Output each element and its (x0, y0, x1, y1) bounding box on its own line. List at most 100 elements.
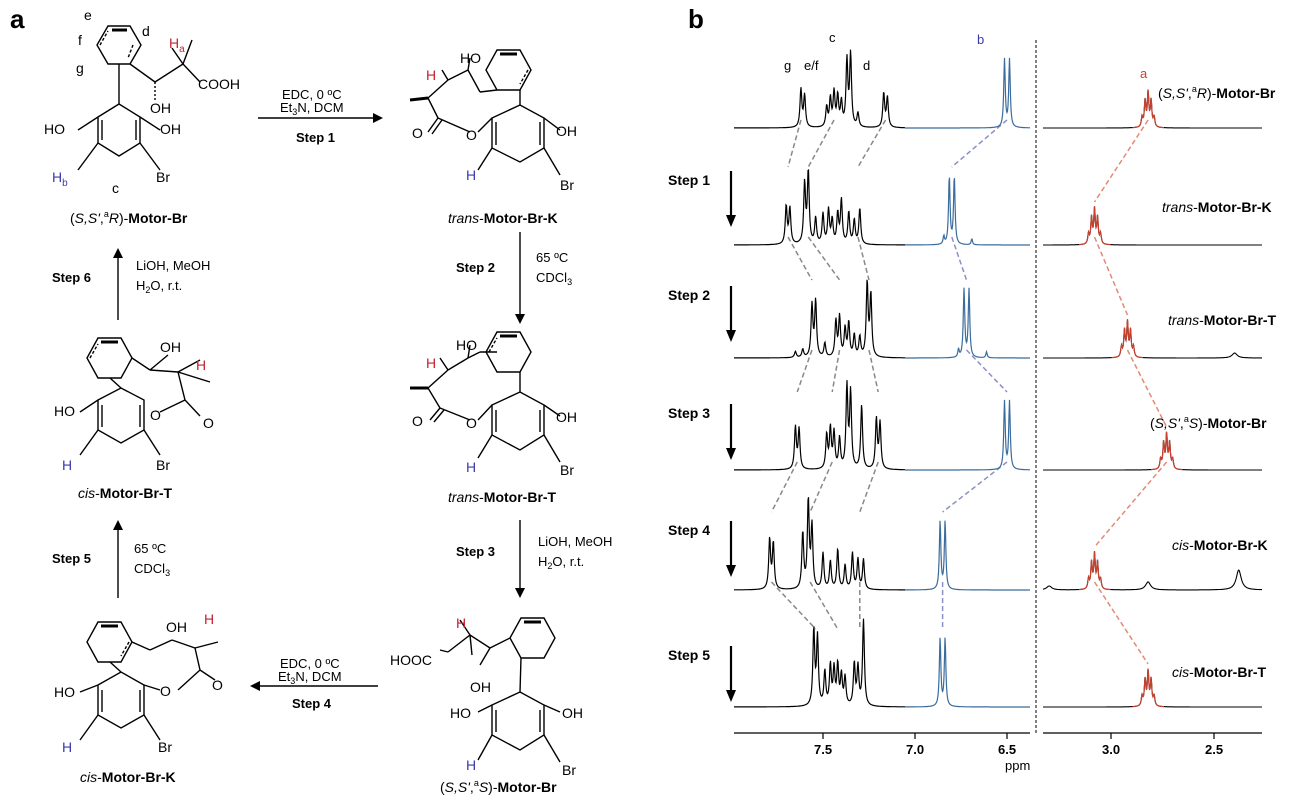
label-br-6: Br (156, 457, 170, 473)
spectrum-label-5: cis-Motor-Br-K (1172, 537, 1268, 553)
guide-aromatic-3-2 (831, 349, 841, 393)
label-hooc: HOOC (390, 652, 432, 668)
compound-5-name: cis-Motor-Br-K (80, 769, 176, 785)
peak-label-b: b (977, 32, 984, 47)
nmr-trace-aromatic-1 (734, 49, 905, 129)
label-ho-6: HO (54, 403, 75, 419)
compound-1-structure (77, 25, 201, 171)
guide-aromatic-5-1 (770, 581, 817, 630)
label-o-5b: O (160, 683, 171, 699)
step2-label: Step 2 (456, 260, 495, 275)
nmr-trace-b-3 (905, 287, 1030, 359)
nmr-step-label-3: Step 3 (668, 405, 710, 421)
arrowhead-step-4 (250, 681, 260, 691)
label-ho-2: HO (460, 50, 481, 66)
label-cooh: COOH (198, 76, 240, 92)
label-h-5: H (204, 611, 214, 627)
nmr-trace-b-2 (905, 177, 1030, 246)
label-oh-5: OH (166, 619, 187, 635)
step6-cond-2: H2O, r.t. (136, 278, 182, 295)
label-br-4: Br (562, 762, 576, 778)
nmr-step-label-1: Step 1 (668, 172, 710, 188)
label-g: g (76, 60, 84, 76)
peak-label-d: d (863, 58, 870, 73)
guide-a-2 (1093, 236, 1129, 316)
nmr-step-markers: Step 1 Step 2 Step 3 Step 4 Step 5 (668, 171, 736, 702)
guide-aromatic-1-2 (807, 119, 835, 168)
peak-label-c: c (829, 30, 836, 45)
label-o-5a: O (212, 677, 223, 693)
compound-2-name: trans-Motor-Br-K (448, 210, 558, 226)
step5-cond-2: CDCl3 (134, 561, 170, 578)
nmr-step-label-5: Step 5 (668, 647, 710, 663)
label-c: c (112, 180, 119, 196)
guide-a-3 (1126, 349, 1168, 428)
label-oh-2: OH (556, 123, 577, 139)
arrowhead-step-3 (515, 588, 525, 598)
axis-tick-label-3.0: 3.0 (1102, 742, 1120, 757)
guide-aromatic-3-3 (868, 349, 879, 393)
label-h-2: H (426, 67, 436, 83)
spectrum-label-6: cis-Motor-Br-T (1172, 664, 1267, 680)
arrowhead-step-2 (515, 314, 525, 324)
label-ho-4: HO (450, 705, 471, 721)
peak-label-ef: e/f (804, 58, 819, 73)
label-ho-1: HO (44, 121, 65, 137)
guide-aromatic-2-1 (787, 236, 813, 281)
step4-label: Step 4 (292, 696, 332, 711)
nmr-trace-b-1 (905, 57, 1030, 129)
step1-cond-2: Et3N, DCM (280, 100, 344, 117)
label-o-3b: O (466, 415, 477, 431)
nmr-spectra: g e/f c d b a (S,S',aR)-Motor-Br trans-M… (668, 30, 1277, 773)
compound-6-name: cis-Motor-Br-T (78, 485, 173, 501)
arrowhead-step-6 (113, 248, 123, 258)
guide-a-4 (1093, 461, 1168, 548)
nmr-step-arrowhead-4 (726, 565, 736, 577)
step2-cond-2: CDCl3 (536, 270, 572, 287)
nmr-trace-a-6 (1132, 668, 1164, 708)
compound-4-name: (S,S',aS)-Motor-Br (440, 778, 557, 795)
guide-aromatic-4-3 (859, 461, 879, 513)
axis-tick-label-6.5: 6.5 (998, 742, 1016, 757)
label-o-2b: O (466, 127, 477, 143)
label-f: f (78, 32, 82, 48)
axis-tick-label-2.5: 2.5 (1205, 742, 1223, 757)
peak-label-g: g (784, 58, 791, 73)
compound-5-structure (79, 621, 219, 741)
label-oh-3: OH (556, 409, 577, 425)
label-oh-4b: OH (562, 705, 583, 721)
compound-3-structure (410, 331, 561, 463)
guide-a-1 (1093, 119, 1149, 203)
spectrum-label-2: trans-Motor-Br-K (1162, 199, 1272, 215)
label-ha: Ha (169, 35, 185, 55)
nmr-trace-aromatic-6 (734, 618, 905, 708)
label-e: e (84, 7, 92, 23)
nmr-traces (734, 49, 1263, 708)
guide-b-3 (965, 349, 1008, 393)
nmr-guide-lines (770, 119, 1168, 665)
spectrum-label-3: trans-Motor-Br-T (1168, 312, 1277, 328)
nmr-trace-aromatic-4 (734, 380, 905, 471)
axis-tick-label-7.5: 7.5 (814, 742, 832, 757)
label-o-2a: O (412, 125, 423, 141)
nmr-trace-b-5 (905, 520, 1030, 591)
nmr-trace-aliphatic-5 (1042, 551, 1263, 591)
step1-cond-1: EDC, 0 ºC (282, 87, 342, 102)
compound-3-name: trans-Motor-Br-T (448, 489, 557, 505)
guide-b-2 (951, 236, 968, 281)
guide-b-1 (951, 119, 1008, 168)
label-h-3: H (426, 355, 436, 371)
step5-label: Step 5 (52, 551, 91, 566)
nmr-trace-b-6 (905, 637, 1030, 708)
guide-aromatic-1-1 (787, 119, 802, 168)
nmr-step-arrowhead-5 (726, 690, 736, 702)
nmr-trace-a-1 (1132, 89, 1164, 129)
label-h-4b: H (466, 757, 476, 773)
step4-cond-1: EDC, 0 ºC (280, 656, 340, 671)
panel-a-label: a (10, 4, 25, 34)
compound-6-structure (79, 337, 211, 456)
guide-aromatic-1-3 (857, 119, 887, 168)
nmr-axis: 7.5 7.0 6.5 3.0 2.5 (734, 40, 1262, 757)
label-oh-1b: OH (160, 121, 181, 137)
